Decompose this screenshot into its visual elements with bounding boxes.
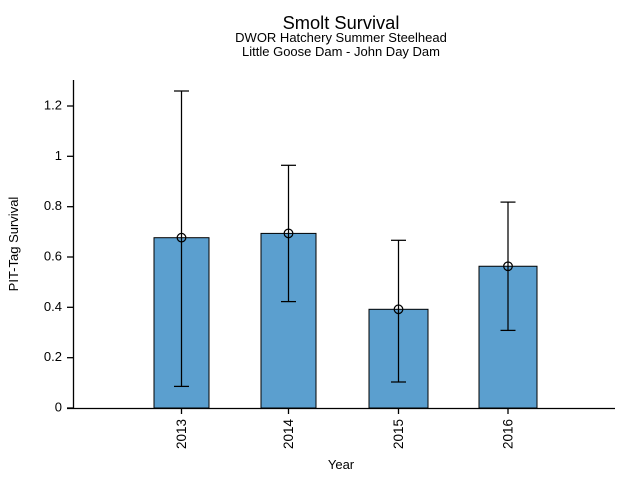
svg-text:0.6: 0.6 [44, 249, 62, 264]
svg-text:DWOR Hatchery Summer Steelhead: DWOR Hatchery Summer Steelhead [235, 30, 447, 45]
svg-text:1: 1 [55, 148, 62, 163]
svg-text:2015: 2015 [391, 419, 406, 449]
svg-text:0: 0 [55, 400, 62, 415]
svg-text:2014: 2014 [281, 419, 296, 450]
svg-text:0.4: 0.4 [44, 299, 62, 314]
svg-text:1.2: 1.2 [44, 98, 62, 113]
svg-text:Little Goose Dam - John Day Da: Little Goose Dam - John Day Dam [242, 44, 440, 59]
svg-text:PIT-Tag Survival: PIT-Tag Survival [6, 197, 21, 292]
svg-text:0.8: 0.8 [44, 198, 62, 213]
svg-text:2016: 2016 [501, 419, 516, 449]
svg-text:0.2: 0.2 [44, 349, 62, 364]
svg-text:2013: 2013 [174, 419, 189, 449]
svg-text:Year: Year [328, 457, 355, 472]
